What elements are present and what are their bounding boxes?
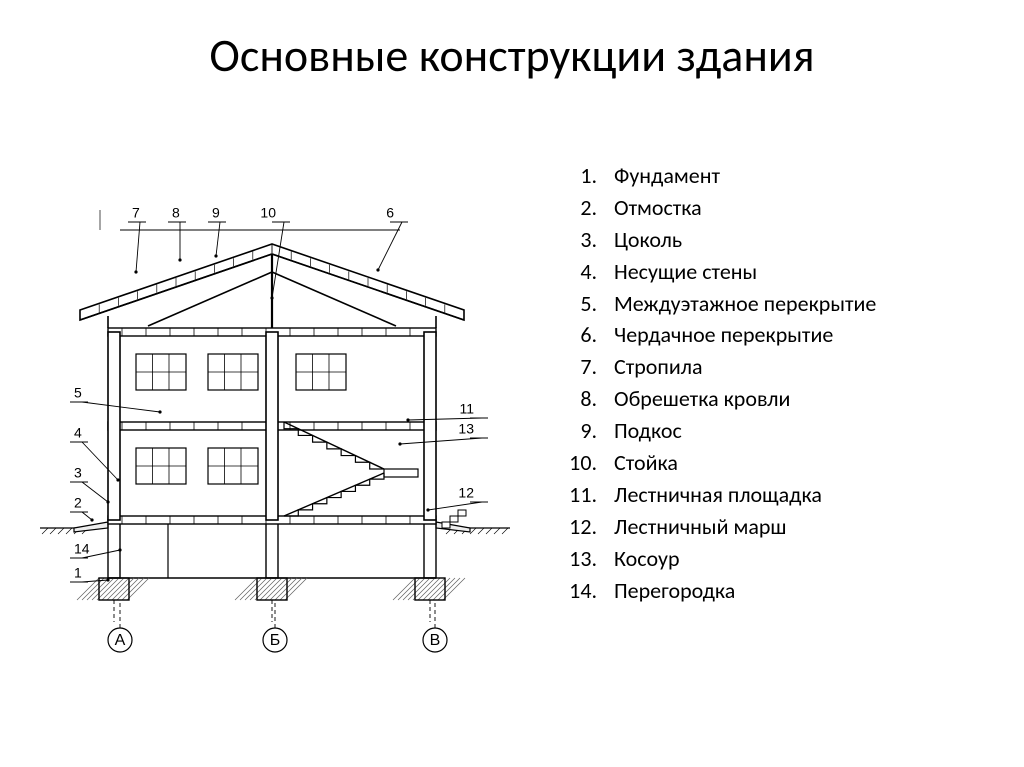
svg-text:10: 10: [260, 205, 276, 221]
svg-text:8: 8: [172, 205, 180, 221]
svg-text:4: 4: [74, 425, 82, 441]
svg-text:7: 7: [132, 205, 140, 221]
svg-text:1: 1: [74, 565, 82, 581]
svg-text:5: 5: [74, 385, 82, 401]
svg-text:А: А: [115, 632, 126, 649]
svg-text:11: 11: [459, 401, 474, 417]
legend-item: Обрешетка кровли: [602, 383, 990, 415]
legend-item: Фундамент: [602, 160, 990, 192]
svg-text:14: 14: [74, 541, 90, 557]
legend-item: Лестничная площадка: [602, 479, 990, 511]
legend-item: Междуэтажное перекрытие: [602, 288, 990, 320]
legend-item: Перегородка: [602, 575, 990, 607]
svg-text:12: 12: [458, 485, 474, 501]
building-section-diagram: 1234567891011121314АБВ: [40, 180, 510, 660]
legend: ФундаментОтмосткаЦокольНесущие стеныМежд…: [560, 160, 990, 606]
svg-text:9: 9: [212, 205, 220, 221]
svg-text:Б: Б: [270, 632, 281, 649]
svg-text:2: 2: [74, 495, 82, 511]
legend-item: Косоур: [602, 543, 990, 575]
legend-list: ФундаментОтмосткаЦокольНесущие стеныМежд…: [560, 160, 990, 606]
legend-item: Стропила: [602, 351, 990, 383]
legend-item: Несущие стены: [602, 256, 990, 288]
svg-text:13: 13: [458, 421, 474, 437]
svg-text:3: 3: [74, 465, 82, 481]
page-title: Основные конструкции здания: [0, 28, 1024, 84]
svg-text:В: В: [430, 632, 441, 649]
legend-item: Цоколь: [602, 224, 990, 256]
legend-item: Подкос: [602, 415, 990, 447]
legend-item: Стойка: [602, 447, 990, 479]
legend-item: Отмостка: [602, 192, 990, 224]
slide: Основные конструкции здания 123456789101…: [0, 0, 1024, 767]
legend-item: Лестничный марш: [602, 511, 990, 543]
svg-text:6: 6: [386, 205, 394, 221]
legend-item: Чердачное перекрытие: [602, 319, 990, 351]
